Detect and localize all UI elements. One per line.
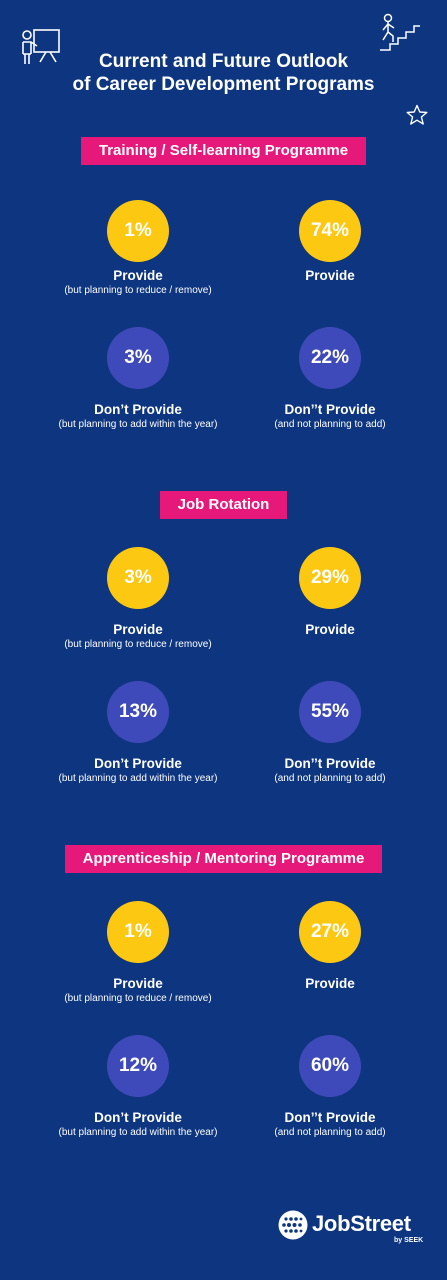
page-title: Current and Future Outlook of Career Dev… [0, 50, 447, 96]
stat-label-sub: (and not planning to add) [274, 419, 386, 430]
stat-label: Don’t Provide (but planning to add withi… [28, 756, 248, 785]
jobstreet-dots-icon [278, 1210, 308, 1245]
section-title: Apprenticeship / Mentoring Programme [64, 845, 383, 873]
climbing-stairs-icon [378, 12, 422, 59]
stat-label-sub: (but planning to add within the year) [58, 1127, 218, 1138]
stat-value: 1% [124, 921, 152, 942]
stat-value: 27% [310, 921, 350, 942]
stat-value: 13% [118, 701, 158, 722]
stat-label: Provide [220, 976, 440, 992]
stat-label-main: Provide [113, 976, 163, 991]
stat-circle: 13% [107, 681, 169, 743]
stat-label-sub: (but planning to reduce / remove) [64, 993, 212, 1004]
stat-value: 22% [310, 347, 350, 368]
stat-label-main: Don’t Provide [94, 402, 182, 417]
logo-sub: by SEEK [394, 1237, 424, 1244]
stat-label-sub: (and not planning to add) [274, 773, 386, 784]
stat-label: Don’’t Provide (and not planning to add) [220, 1110, 440, 1139]
stat-circle: 12% [107, 1035, 169, 1097]
stat-label-main: Provide [305, 268, 355, 283]
title-line-1: Current and Future Outlook [98, 51, 349, 72]
star-outline-icon [405, 104, 429, 131]
title-line-2: of Career Development Programs [72, 74, 375, 95]
stat-label: Provide (but planning to reduce / remove… [28, 976, 248, 1005]
stat-label-main: Provide [113, 622, 163, 637]
stat-label-sub: (but planning to add within the year) [58, 773, 218, 784]
stat-label-main: Don’t Provide [94, 756, 182, 771]
stat-value: 60% [310, 1055, 350, 1076]
stat-circle: 3% [107, 547, 169, 609]
stat-circle: 22% [299, 327, 361, 389]
stat-circle: 55% [299, 681, 361, 743]
stat-label-main: Don’’t Provide [284, 756, 376, 771]
stat-circle: 3% [107, 327, 169, 389]
stat-circle: 29% [299, 547, 361, 609]
stat-circle: 1% [107, 901, 169, 963]
presenter-board-icon [20, 28, 62, 71]
stat-label-main: Don’’t Provide [284, 1110, 376, 1125]
logo-name: JobStreet [312, 1211, 411, 1236]
stat-label: Provide [220, 268, 440, 284]
jobstreet-logo: JobStreet by SEEK [278, 1208, 428, 1248]
stat-value: 29% [310, 567, 350, 588]
stat-label: Don’’t Provide (and not planning to add) [220, 756, 440, 785]
stat-label: Don’t Provide (but planning to add withi… [28, 1110, 248, 1139]
stat-value: 3% [124, 347, 152, 368]
stat-label: Don’’t Provide (and not planning to add) [220, 402, 440, 431]
stat-label: Provide (but planning to reduce / remove… [28, 622, 248, 651]
stat-label-sub: (but planning to reduce / remove) [64, 285, 212, 296]
stat-label-sub: (but planning to add within the year) [58, 419, 218, 430]
stat-label: Provide [220, 622, 440, 638]
section-title: Job Rotation [159, 491, 288, 519]
stat-label: Provide (but planning to reduce / remove… [28, 268, 248, 297]
stat-circle: 27% [299, 901, 361, 963]
stat-value: 1% [124, 220, 152, 241]
section-title: Training / Self-learning Programme [80, 137, 367, 165]
stat-circle: 74% [299, 200, 361, 262]
stat-value: 74% [310, 220, 350, 241]
stat-value: 3% [124, 567, 152, 588]
stat-label-main: Don’t Provide [94, 1110, 182, 1125]
stat-value: 12% [118, 1055, 158, 1076]
stat-value: 55% [310, 701, 350, 722]
stat-circle: 1% [107, 200, 169, 262]
stat-label-main: Don’’t Provide [284, 402, 376, 417]
stat-label-sub: (but planning to reduce / remove) [64, 639, 212, 650]
stat-label-main: Provide [305, 622, 355, 637]
stat-label-sub: (and not planning to add) [274, 1127, 386, 1138]
stat-label-main: Provide [305, 976, 355, 991]
stat-circle: 60% [299, 1035, 361, 1097]
stat-label-main: Provide [113, 268, 163, 283]
stat-label: Don’t Provide (but planning to add withi… [28, 402, 248, 431]
